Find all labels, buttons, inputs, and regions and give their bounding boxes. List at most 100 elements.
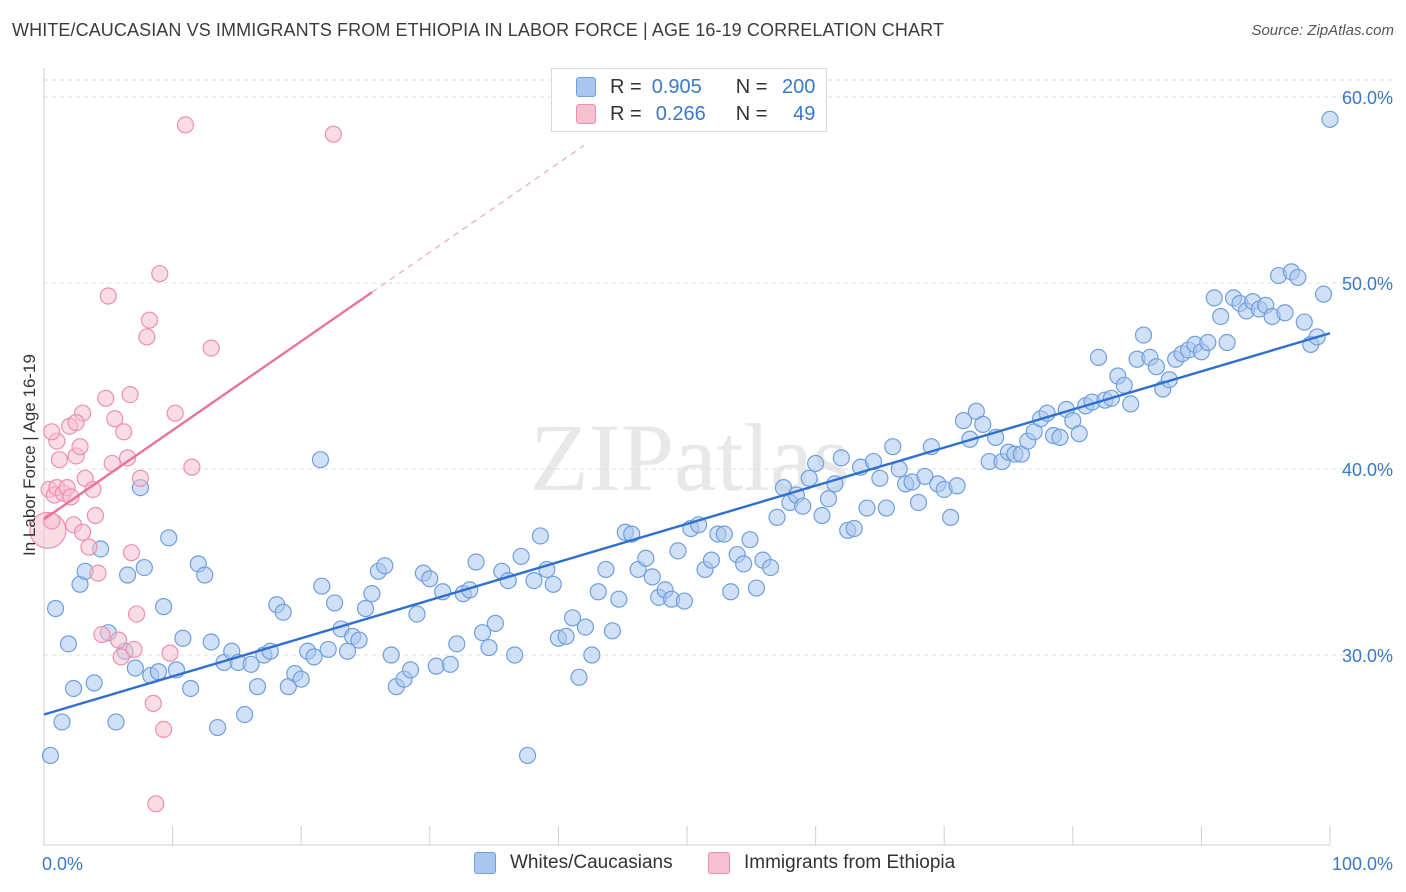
point-whites [473,624,492,642]
point-ethiopia [161,644,179,662]
point-whites [1321,110,1339,128]
point-ethiopia [71,438,89,456]
point-whites [305,648,323,666]
point-whites [675,592,694,610]
point-whites [794,497,812,515]
point-whites [603,622,622,640]
point-whites [1218,333,1236,352]
point-ethiopia [97,389,115,407]
point-whites [1147,358,1165,376]
point-whites [544,575,562,593]
y-axis-title: In Labor Force | Age 16-19 [20,354,39,556]
point-whites [1134,326,1153,344]
point-ethiopia [67,413,85,432]
point-whites [160,529,178,547]
point-whites [741,531,759,549]
trend-lines [43,144,1331,716]
point-ethiopia [86,506,105,525]
n-value-ethiopia: 49 [793,102,816,125]
point-whites [1051,428,1069,446]
point-ethiopia [127,605,146,623]
point-whites [1314,285,1333,303]
point-whites [637,549,655,567]
point-ethiopia [89,564,107,582]
point-whites [734,555,753,573]
point-whites [126,659,144,677]
point-whites [41,746,60,765]
point-ethiopia [106,410,124,428]
point-whites [1089,348,1108,366]
point-whites [427,657,445,675]
n-label: N = [735,102,768,125]
point-whites [576,618,595,636]
point-whites [768,508,786,526]
point-whites [1205,289,1223,307]
y-tick-label: 50.0% [1342,274,1393,294]
point-whites [909,493,928,512]
point-whites [274,603,292,621]
y-tick-label: 30.0% [1342,646,1393,666]
point-whites [610,590,628,608]
stats-legend: R = 0.905 N = 200 R = 0.266 N = 49 [551,68,827,132]
point-whites [1122,395,1140,413]
swatch-blue [576,77,596,97]
x-tick-label: 100.0% [1332,854,1393,874]
legend-label-ethiopia: Immigrants from Ethiopia [744,852,956,873]
point-ethiopia [140,311,159,329]
point-whites [209,718,227,737]
point-whites [382,646,400,664]
point-ethiopia [93,625,111,644]
y-tick-label: 60.0% [1342,88,1393,108]
point-whites [350,631,368,649]
point-whites [59,635,78,653]
point-whites [196,566,214,584]
axes [43,68,1331,846]
point-ethiopia [84,480,102,499]
point-whites [292,670,310,688]
point-whites [597,560,615,579]
point-whites [107,713,125,731]
point-whites [486,614,504,632]
point-whites [806,454,825,473]
point-ethiopia [122,544,141,562]
point-whites [884,438,902,456]
point-ethiopia [202,339,220,357]
n-value-whites: 200 [782,75,816,98]
point-whites [877,499,895,517]
point-whites [135,558,153,577]
point-whites [858,499,876,517]
point-whites [174,629,192,647]
point-whites [518,746,537,765]
point-whites [1289,268,1307,287]
point-whites [326,594,344,612]
y-tick-labels: 30.0% 40.0% 50.0% 60.0% [1342,88,1393,666]
point-whites [53,713,71,731]
legend-row-ethiopia: R = 0.266 N = 49 [576,101,815,127]
point-ethiopia [73,523,92,541]
point-whites [401,661,420,679]
source-credit: Source: ZipAtlas.com [1251,22,1394,39]
point-ethiopia [151,265,169,283]
point-ethiopia [112,648,130,666]
point-ethiopia [80,538,98,556]
swatch-pink [576,104,596,124]
trend-extension-ethiopia [371,144,585,293]
point-whites [525,571,543,590]
point-whites [85,674,103,692]
point-whites [313,577,331,595]
point-ethiopia [147,795,165,813]
point-whites [1070,425,1088,443]
point-whites [589,583,607,601]
point-whites [242,655,260,673]
trend-line-ethiopia [43,291,373,521]
point-whites [506,646,524,664]
series-legend: Whites/Caucasians Immigrants from Ethiop… [0,852,1406,878]
r-value-ethiopia: 0.266 [655,102,706,125]
point-ethiopia [183,458,201,476]
point-ethiopia [109,631,128,649]
point-whites [1199,333,1217,352]
series-ethiopia-points [29,116,342,813]
point-ethiopia [138,328,156,346]
point-ethiopia [50,451,69,469]
